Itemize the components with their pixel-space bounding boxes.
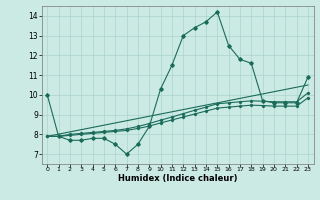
X-axis label: Humidex (Indice chaleur): Humidex (Indice chaleur) [118,174,237,183]
